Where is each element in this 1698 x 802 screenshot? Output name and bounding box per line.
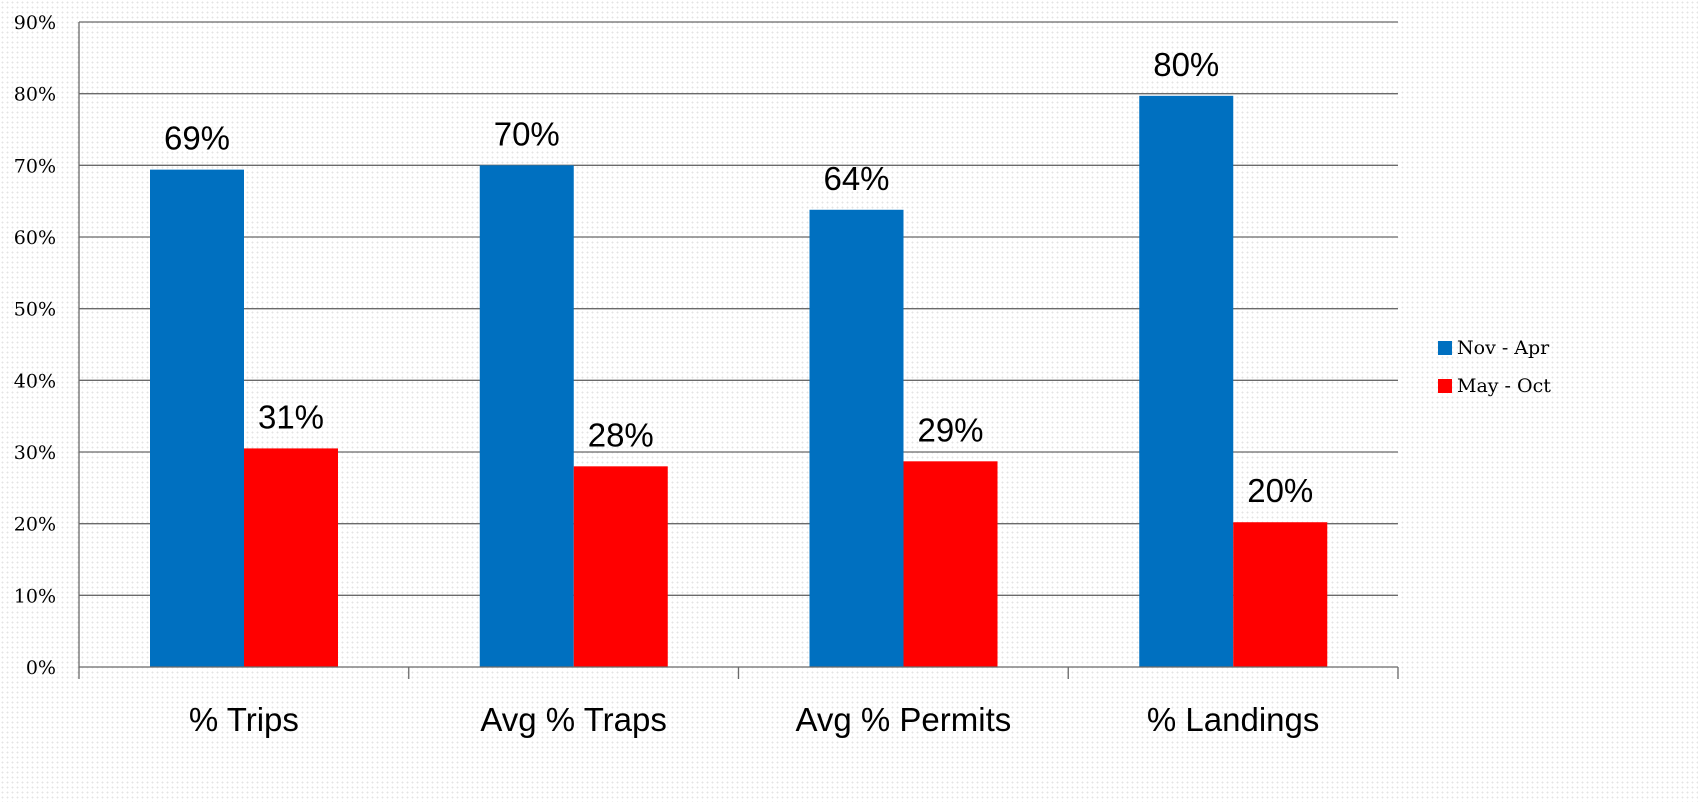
y-tick-label: 10% [14, 585, 56, 607]
y-tick-label: 80% [14, 84, 56, 106]
x-tick-label: % Trips [189, 701, 299, 738]
y-tick-label: 90% [14, 12, 56, 34]
legend-swatch [1438, 341, 1452, 355]
y-tick-label: 50% [14, 299, 56, 321]
data-label: 64% [823, 160, 889, 197]
bar [573, 466, 668, 667]
bar [1139, 95, 1234, 668]
x-tick-label: Avg % Traps [480, 701, 666, 738]
x-tick-label: Avg % Permits [795, 701, 1011, 738]
legend-swatch [1438, 379, 1452, 393]
x-tick-label: % Landings [1147, 701, 1319, 738]
data-label: 20% [1247, 472, 1313, 509]
data-label: 69% [164, 120, 230, 157]
data-label: 80% [1153, 46, 1219, 83]
y-tick-label: 40% [14, 370, 56, 392]
y-tick-label: 60% [14, 227, 56, 249]
data-labels: 69% 31% 70% 28% 64% 29% 80% 20% [164, 46, 1313, 509]
bar [809, 209, 904, 667]
data-label: 31% [258, 398, 324, 435]
bars [150, 95, 1328, 668]
bar [150, 169, 244, 667]
legend-label: May - Oct [1457, 375, 1551, 397]
y-tick-label: 0% [26, 657, 56, 679]
legend-label: Nov - Apr [1457, 337, 1550, 359]
data-label: 28% [588, 416, 654, 453]
y-tick-labels: 0% 10% 20% 30% 40% 50% 60% 70% 80% 90% [14, 12, 56, 679]
data-label: 70% [494, 115, 560, 152]
x-tick-labels: % Trips Avg % Traps Avg % Permits % Landing… [189, 701, 1320, 738]
y-tick-label: 30% [14, 442, 56, 464]
axes [78, 22, 1399, 679]
bar [244, 448, 338, 667]
legend: Nov - Apr May - Oct [1438, 337, 1551, 397]
bar [1233, 522, 1328, 667]
bar [903, 461, 998, 667]
data-label: 29% [917, 411, 983, 448]
y-tick-label: 70% [14, 155, 56, 177]
y-tick-label: 20% [14, 514, 56, 536]
bar [479, 165, 574, 668]
